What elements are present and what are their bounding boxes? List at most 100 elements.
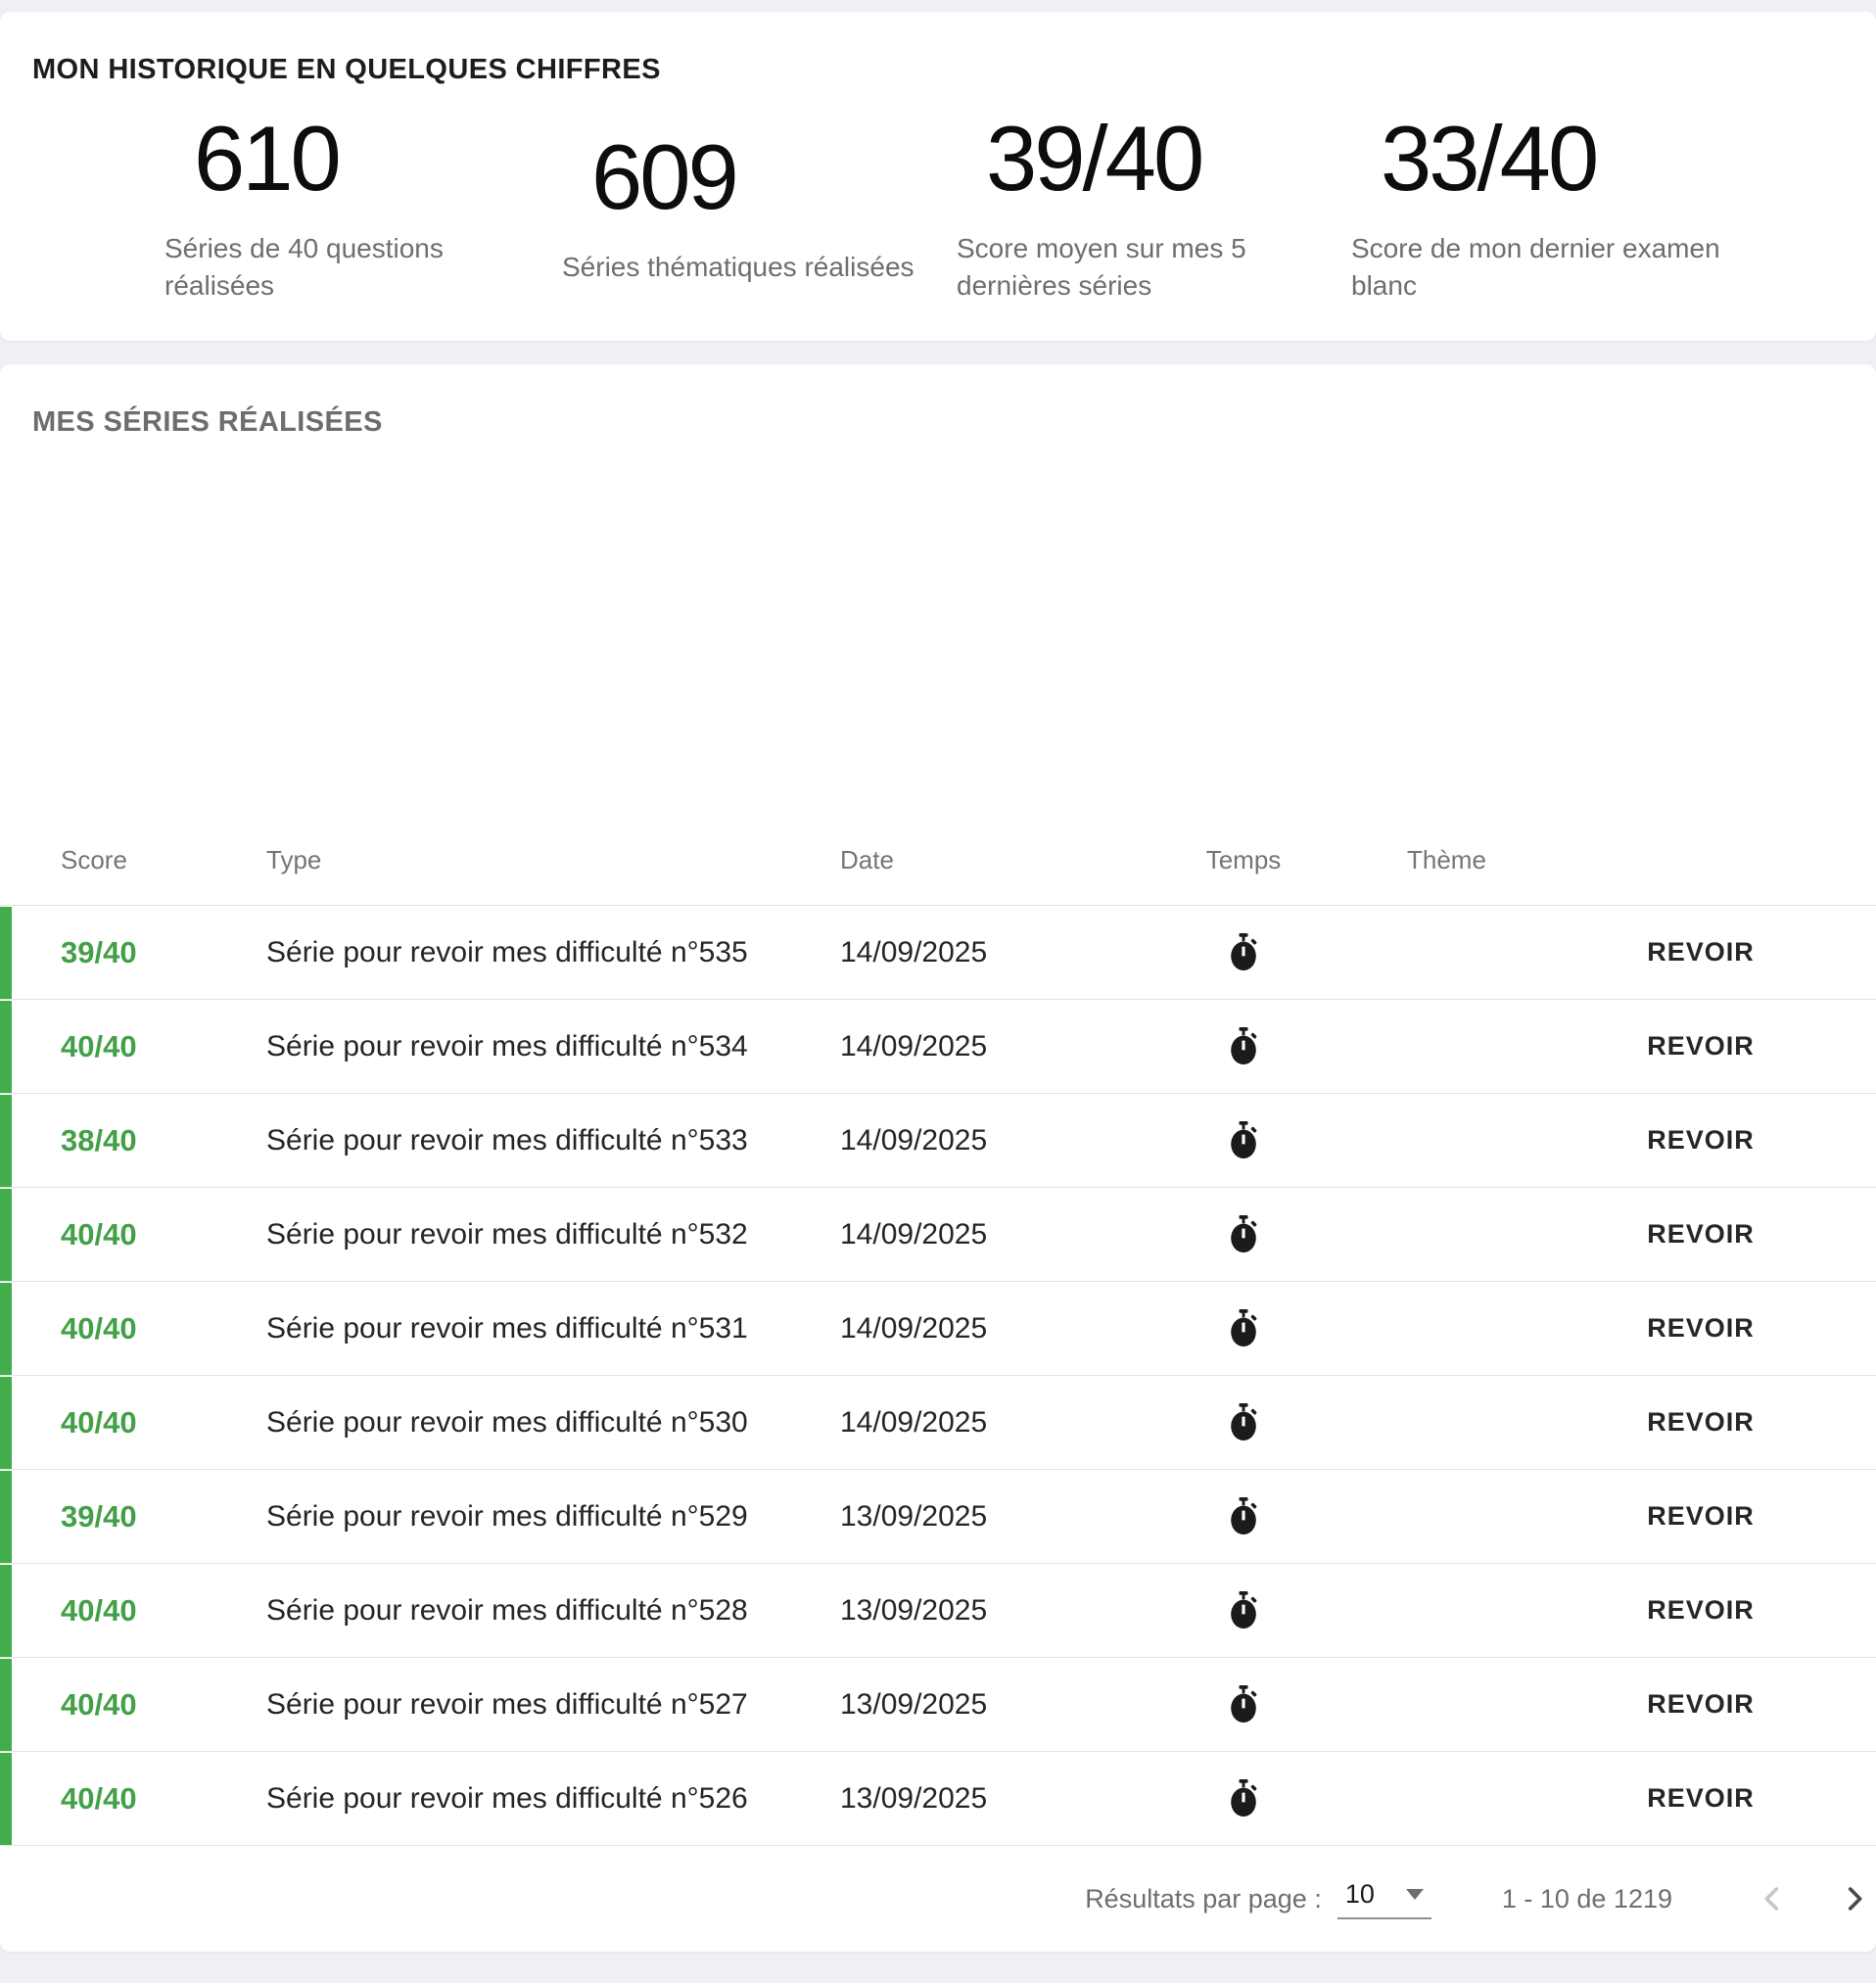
table-row: 40/40 Série pour revoir mes difficulté n… bbox=[0, 1375, 1876, 1469]
series-table-rows: 39/40 Série pour revoir mes difficulté n… bbox=[0, 905, 1876, 1846]
results-per-page-label: Résultats par page : bbox=[1085, 1883, 1322, 1913]
stat-value: 610 bbox=[194, 107, 342, 211]
temps-cell bbox=[1134, 1214, 1353, 1254]
date-cell: 13/09/2025 bbox=[840, 1593, 988, 1627]
table-row: 38/40 Série pour revoir mes difficulté n… bbox=[0, 1093, 1876, 1187]
date-cell: 14/09/2025 bbox=[840, 1123, 988, 1157]
column-header-type: Type bbox=[266, 845, 322, 874]
stat-value: 39/40 bbox=[986, 107, 1204, 211]
table-row: 40/40 Série pour revoir mes difficulté n… bbox=[0, 999, 1876, 1093]
score-cell: 40/40 bbox=[61, 1028, 137, 1063]
revoir-button[interactable]: REVOIR bbox=[1637, 1017, 1764, 1075]
column-header-score: Score bbox=[61, 845, 127, 874]
stopwatch-icon bbox=[1231, 932, 1257, 970]
revoir-button[interactable]: REVOIR bbox=[1637, 1487, 1764, 1545]
stopwatch-icon bbox=[1231, 1684, 1257, 1723]
next-page-button[interactable] bbox=[1835, 1879, 1874, 1918]
stat-value: 609 bbox=[591, 125, 739, 229]
revoir-button[interactable]: REVOIR bbox=[1637, 1299, 1764, 1357]
score-cell: 39/40 bbox=[61, 934, 137, 969]
type-cell: Série pour revoir mes difficulté n°527 bbox=[266, 1687, 748, 1721]
type-cell: Série pour revoir mes difficulté n°534 bbox=[266, 1029, 748, 1062]
type-cell: Série pour revoir mes difficulté n°530 bbox=[266, 1405, 748, 1439]
stopwatch-icon bbox=[1231, 1402, 1257, 1440]
action-cell: REVOIR bbox=[1569, 1676, 1876, 1733]
action-cell: REVOIR bbox=[1569, 1487, 1876, 1545]
action-cell: REVOIR bbox=[1569, 923, 1876, 981]
chevron-right-icon bbox=[1848, 1887, 1862, 1911]
date-cell: 13/09/2025 bbox=[840, 1499, 988, 1533]
table-row: 40/40 Série pour revoir mes difficulté n… bbox=[0, 1281, 1876, 1375]
column-header-action bbox=[1569, 845, 1876, 874]
revoir-button[interactable]: REVOIR bbox=[1637, 1111, 1764, 1169]
stats-card: MON HISTORIQUE EN QUELQUES CHIFFRES 610 … bbox=[0, 12, 1876, 341]
date-cell: 14/09/2025 bbox=[840, 935, 988, 968]
temps-cell bbox=[1134, 1026, 1353, 1066]
temps-cell bbox=[1134, 1684, 1353, 1724]
score-cell: 39/40 bbox=[61, 1498, 137, 1534]
per-page-select[interactable]: 10 bbox=[1337, 1879, 1431, 1919]
table-row: 40/40 Série pour revoir mes difficulté n… bbox=[0, 1657, 1876, 1751]
stopwatch-icon bbox=[1231, 1214, 1257, 1252]
chevron-left-icon bbox=[1764, 1887, 1779, 1911]
temps-cell bbox=[1134, 1778, 1353, 1818]
score-cell: 40/40 bbox=[61, 1780, 137, 1816]
stat-label: Score de mon dernier examen blanc bbox=[1351, 232, 1720, 301]
score-cell: 40/40 bbox=[61, 1404, 137, 1440]
date-cell: 13/09/2025 bbox=[840, 1781, 988, 1815]
revoir-button[interactable]: REVOIR bbox=[1637, 1582, 1764, 1639]
action-cell: REVOIR bbox=[1569, 1205, 1876, 1263]
stats-row: 610 Séries de 40 questions réalisées 609… bbox=[0, 88, 1876, 327]
score-cell: 40/40 bbox=[61, 1310, 137, 1346]
prev-page-button[interactable] bbox=[1753, 1879, 1792, 1918]
revoir-button[interactable]: REVOIR bbox=[1637, 1770, 1764, 1827]
type-cell: Série pour revoir mes difficulté n°531 bbox=[266, 1311, 748, 1345]
stopwatch-icon bbox=[1231, 1026, 1257, 1064]
action-cell: REVOIR bbox=[1569, 1582, 1876, 1639]
per-page-value: 10 bbox=[1344, 1878, 1375, 1909]
column-header-temps: Temps bbox=[1205, 845, 1282, 874]
temps-cell bbox=[1134, 1402, 1353, 1442]
stat-dernier-examen: 33/40 Score de mon dernier examen blanc bbox=[1351, 88, 1762, 327]
score-cell: 38/40 bbox=[61, 1122, 137, 1157]
action-cell: REVOIR bbox=[1569, 1770, 1876, 1827]
score-cell: 40/40 bbox=[61, 1592, 137, 1628]
revoir-button[interactable]: REVOIR bbox=[1637, 1676, 1764, 1733]
type-cell: Série pour revoir mes difficulté n°532 bbox=[266, 1217, 748, 1251]
series-card: MES SÉRIES RÉALISÉES Score Type Date Tem… bbox=[0, 364, 1876, 1952]
revoir-button[interactable]: REVOIR bbox=[1637, 1205, 1764, 1263]
temps-cell bbox=[1134, 932, 1353, 972]
pagination-bar: Résultats par page : 10 1 - 10 de 1219 bbox=[0, 1846, 1876, 1952]
revoir-button[interactable]: REVOIR bbox=[1637, 1393, 1764, 1451]
temps-cell bbox=[1134, 1308, 1353, 1348]
stat-score-moyen: 39/40 Score moyen sur mes 5 dernières sé… bbox=[957, 88, 1368, 327]
stopwatch-icon bbox=[1231, 1778, 1257, 1817]
stats-section-title: MON HISTORIQUE EN QUELQUES CHIFFRES bbox=[32, 54, 661, 85]
empty-chart-area bbox=[0, 441, 1876, 845]
pagination-range: 1 - 10 de 1219 bbox=[1501, 1883, 1672, 1913]
score-cell: 40/40 bbox=[61, 1216, 137, 1251]
stat-series-40-questions: 610 Séries de 40 questions réalisées bbox=[164, 88, 576, 327]
column-header-date: Date bbox=[840, 845, 894, 874]
series-section-title: MES SÉRIES RÉALISÉES bbox=[32, 406, 383, 438]
type-cell: Série pour revoir mes difficulté n°528 bbox=[266, 1593, 748, 1627]
score-cell: 40/40 bbox=[61, 1686, 137, 1722]
date-cell: 14/09/2025 bbox=[840, 1217, 988, 1251]
table-row: 40/40 Série pour revoir mes difficulté n… bbox=[0, 1563, 1876, 1657]
type-cell: Série pour revoir mes difficulté n°533 bbox=[266, 1123, 748, 1157]
stopwatch-icon bbox=[1231, 1308, 1257, 1346]
dropdown-arrow-icon bbox=[1405, 1888, 1424, 1900]
type-cell: Série pour revoir mes difficulté n°526 bbox=[266, 1781, 748, 1815]
action-cell: REVOIR bbox=[1569, 1299, 1876, 1357]
table-row: 40/40 Série pour revoir mes difficulté n… bbox=[0, 1187, 1876, 1281]
action-cell: REVOIR bbox=[1569, 1017, 1876, 1075]
table-header: Score Type Date Temps Thème bbox=[0, 845, 1876, 905]
revoir-button[interactable]: REVOIR bbox=[1637, 923, 1764, 981]
stat-label: Séries thématiques réalisées bbox=[562, 251, 915, 282]
date-cell: 14/09/2025 bbox=[840, 1311, 988, 1345]
action-cell: REVOIR bbox=[1569, 1393, 1876, 1451]
type-cell: Série pour revoir mes difficulté n°535 bbox=[266, 935, 748, 968]
date-cell: 14/09/2025 bbox=[840, 1029, 988, 1062]
temps-cell bbox=[1134, 1590, 1353, 1630]
